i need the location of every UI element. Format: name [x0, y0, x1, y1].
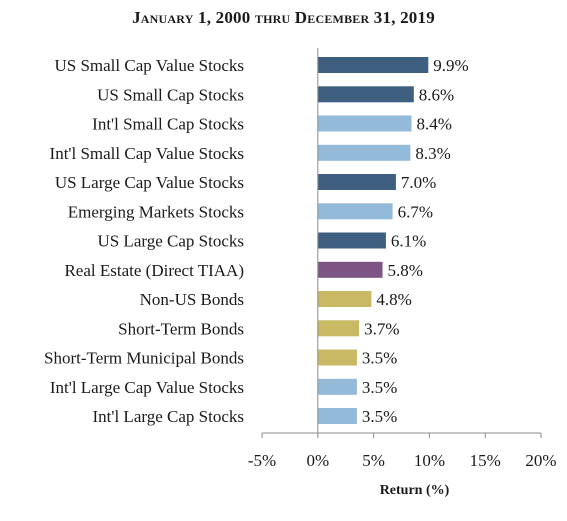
- value-label: 5.8%: [388, 261, 423, 280]
- x-tick-label: 15%: [470, 451, 501, 470]
- bar: [317, 320, 360, 337]
- bar: [317, 349, 357, 366]
- bar: [317, 57, 429, 73]
- category-label: Emerging Markets Stocks: [68, 202, 244, 221]
- category-label: Short-Term Bonds: [118, 319, 244, 338]
- bar: [317, 378, 357, 395]
- x-tick-label: -5%: [248, 451, 276, 470]
- chart-title: January 1, 2000 thru December 31, 2019: [132, 8, 435, 27]
- value-label: 8.6%: [419, 85, 454, 104]
- value-label: 6.1%: [391, 232, 426, 251]
- category-label: Int'l Large Cap Stocks: [93, 407, 244, 426]
- value-label: 3.5%: [362, 349, 397, 368]
- bar: [317, 203, 393, 220]
- value-label: 3.5%: [362, 378, 397, 397]
- value-label: 6.7%: [398, 202, 433, 221]
- x-axis-label: Return (%): [380, 483, 450, 498]
- bar: [317, 232, 386, 249]
- bar: [317, 174, 396, 190]
- category-label: Non-US Bonds: [140, 290, 244, 309]
- value-label: 4.8%: [376, 290, 411, 309]
- value-label: 8.4%: [417, 115, 452, 134]
- x-tick-label: 10%: [414, 451, 445, 470]
- x-tick-label: 5%: [362, 451, 385, 470]
- category-label: Short-Term Municipal Bonds: [44, 349, 244, 368]
- category-label: Int'l Large Cap Value Stocks: [50, 378, 244, 397]
- bar: [317, 144, 411, 161]
- bar: [317, 261, 383, 278]
- x-tick-label: 20%: [525, 451, 556, 470]
- category-label: US Large Cap Value Stocks: [55, 173, 244, 192]
- bar: [317, 86, 414, 103]
- value-label: 8.3%: [415, 144, 450, 163]
- category-label: Int'l Small Cap Value Stocks: [50, 144, 244, 163]
- bar: [317, 408, 357, 424]
- value-label: 7.0%: [401, 173, 436, 192]
- bar: [317, 291, 372, 307]
- category-label: US Small Cap Value Stocks: [54, 56, 244, 75]
- category-label: US Small Cap Stocks: [97, 85, 244, 104]
- value-label: 3.7%: [364, 319, 399, 338]
- x-tick-label: 0%: [306, 451, 329, 470]
- value-label: 9.9%: [433, 56, 468, 75]
- category-label: Real Estate (Direct TIAA): [64, 261, 244, 280]
- value-label: 3.5%: [362, 407, 397, 426]
- category-label: Int'l Small Cap Stocks: [92, 115, 244, 134]
- bar: [317, 115, 412, 132]
- category-label: US Large Cap Stocks: [97, 232, 244, 251]
